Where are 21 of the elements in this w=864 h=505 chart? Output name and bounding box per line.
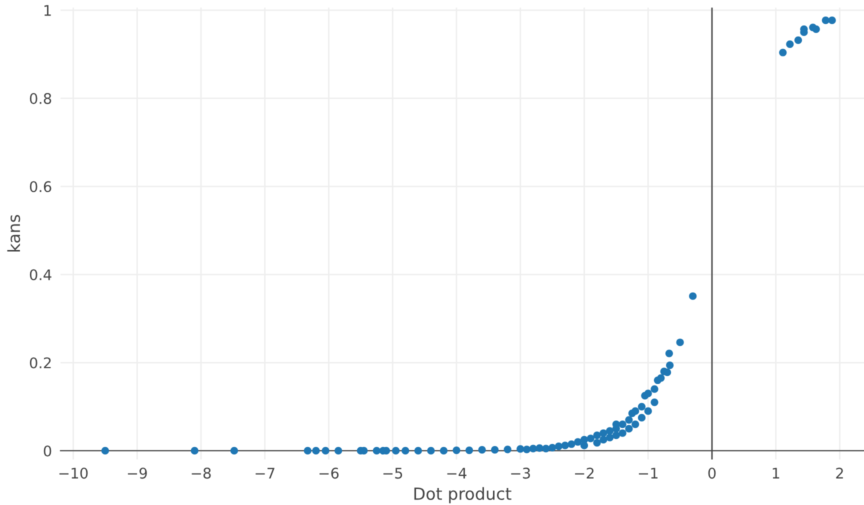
x-tick-label: −2 xyxy=(575,468,594,478)
y-axis-title: kans xyxy=(7,214,20,252)
x-tick-label: −1 xyxy=(638,468,658,478)
x-tick-label: −6 xyxy=(320,468,339,479)
x-axis-title: Dot product xyxy=(414,487,512,504)
x-tick-label: −9 xyxy=(128,468,147,479)
x-tick-label: −8 xyxy=(192,468,211,479)
x-tick-label: 2 xyxy=(836,468,843,478)
y-tick-label: 1 xyxy=(44,5,51,16)
y-tick-label: 0.6 xyxy=(30,181,52,192)
x-tick-label: −3 xyxy=(511,468,530,479)
x-tick-label: 1 xyxy=(772,468,780,478)
x-tick-label: 0 xyxy=(708,468,716,479)
x-tick-label: −7 xyxy=(256,468,274,478)
y-tick-label: 0.8 xyxy=(30,93,52,104)
y-tick-label: 0.2 xyxy=(30,357,51,368)
x-tick-label: −4 xyxy=(447,468,466,478)
y-tick-label: 0.4 xyxy=(30,269,52,280)
x-tick-label: −10 xyxy=(59,468,88,479)
x-tick-label: −5 xyxy=(383,468,402,479)
y-tick-label: 0 xyxy=(44,445,52,456)
